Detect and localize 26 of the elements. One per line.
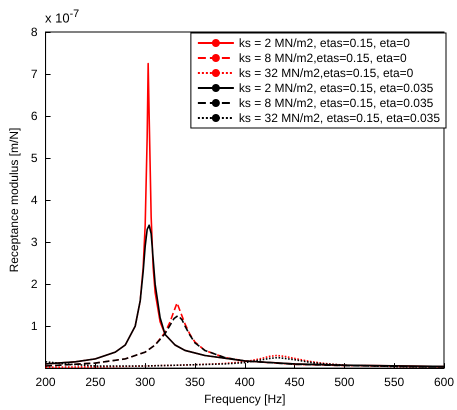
x-tick-label: 450 [284, 375, 305, 390]
legend-label: ks = 32 MN/m2,etas=0.15, eta=0 [238, 66, 414, 80]
y-tick-label: 7 [30, 67, 38, 82]
y-tick-label: 4 [30, 193, 38, 208]
legend-label: ks = 2 MN/m2, etas=0.15, eta=0 [238, 36, 410, 50]
x-tick-label: 550 [384, 375, 405, 390]
x-tick-label: 200 [36, 375, 56, 390]
x-tick-label: 300 [135, 375, 156, 390]
legend-label: ks = 32 MN/m2, etas=0.15, eta=0.035 [238, 111, 440, 125]
x-axis-title: Frequency [Hz] [204, 392, 286, 406]
x-tick-label: 350 [184, 375, 206, 390]
y-tick-label: 5 [30, 151, 38, 166]
text: x 10$^{-7}$ [45, 8, 80, 26]
y-tick-label: 6 [30, 109, 38, 124]
y-axis-title: Receptance modulus [m/N] [7, 128, 21, 272]
legend-label: ks = 2 MN/m2, etas=0.15, eta=0.035 [238, 81, 434, 95]
y-tick-label: 8 [30, 25, 38, 39]
y-tick-label: 1 [30, 319, 38, 334]
x-tick-label: 600 [434, 375, 454, 390]
y-tick-label: 2 [30, 277, 38, 292]
x-tick-label: 250 [85, 375, 106, 390]
y-tick-label: 3 [30, 235, 38, 250]
legend-label: ks = 8 MN/m2,etas=0.15, eta=0 [238, 51, 407, 65]
legend-label: ks = 8 MN/m2, etas=0.15, eta=0.035 [238, 96, 434, 110]
x-tick-label: 500 [334, 375, 355, 390]
x-tick-label: 400 [234, 375, 256, 390]
